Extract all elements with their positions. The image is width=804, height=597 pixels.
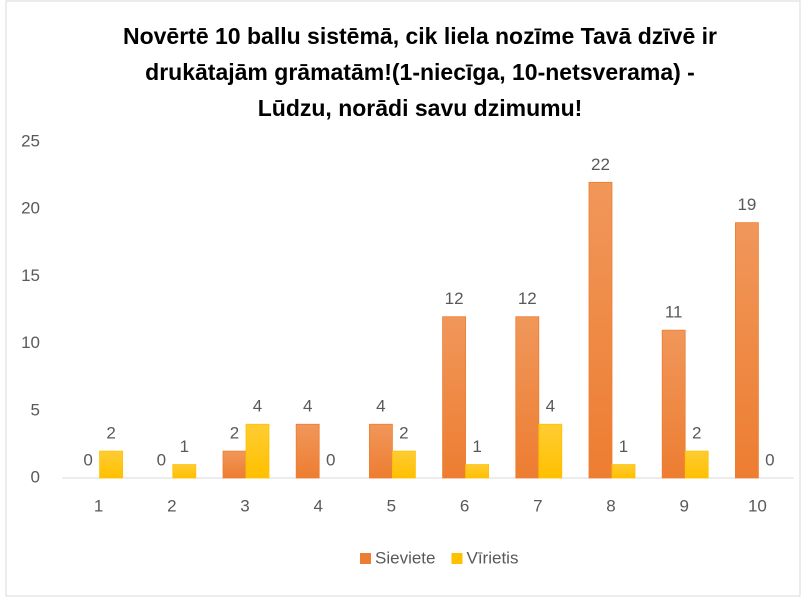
data-label: 0 [83,450,92,469]
data-label: 2 [692,424,701,443]
bar [538,423,563,479]
y-tick-label: 25 [21,131,40,150]
legend-label: Sieviete [375,548,435,567]
x-tick-label: 2 [167,496,176,515]
data-label: 1 [472,437,481,456]
bar [295,423,320,479]
data-label: 2 [106,424,115,443]
bar [99,450,123,479]
y-tick-label: 10 [21,333,40,352]
bar [588,181,613,479]
data-label: 0 [765,450,774,469]
data-label: 1 [180,437,189,456]
x-tick-label: 6 [460,496,469,515]
bar [442,316,467,479]
data-label: 2 [230,424,239,443]
bar [391,450,416,479]
bar [735,222,759,479]
y-tick-label: 20 [21,199,40,218]
legend-label: Vīrietis [466,548,518,567]
data-label: 19 [737,195,756,214]
data-label: 0 [326,450,335,469]
data-label: 4 [376,397,385,416]
x-tick-label: 3 [240,496,249,515]
data-label: 4 [303,397,312,416]
bar [515,316,540,479]
bar [661,329,686,479]
data-label: 4 [546,397,555,416]
y-tick-label: 0 [31,467,40,486]
data-label: 11 [665,303,683,322]
data-label: 0 [157,450,166,469]
x-tick-label: 5 [387,496,396,515]
y-tick-label: 15 [21,266,40,285]
x-tick-label: 7 [533,496,542,515]
bar [222,450,247,479]
x-tick-label: 9 [679,496,688,515]
x-tick-label: 4 [313,496,322,515]
bar [172,464,197,479]
bar [611,464,636,479]
x-tick-label: 8 [606,496,615,515]
chart-border [5,0,801,597]
bar [368,423,393,479]
bar [684,450,709,479]
bar [465,464,490,479]
data-label: 12 [445,289,464,308]
data-label: 12 [518,289,537,308]
y-tick-label: 5 [31,400,40,419]
x-tick-label: 1 [94,496,103,515]
legend-swatch [360,553,371,564]
data-label: 22 [591,155,610,174]
bar [245,423,270,479]
data-label: 1 [619,437,628,456]
data-label: 4 [253,397,262,416]
chart-title: Novērtē 10 ballu sistēmā, cik liela nozī… [122,23,717,121]
x-tick-label: 10 [748,496,767,515]
legend-swatch [451,553,463,564]
data-label: 2 [399,424,408,443]
